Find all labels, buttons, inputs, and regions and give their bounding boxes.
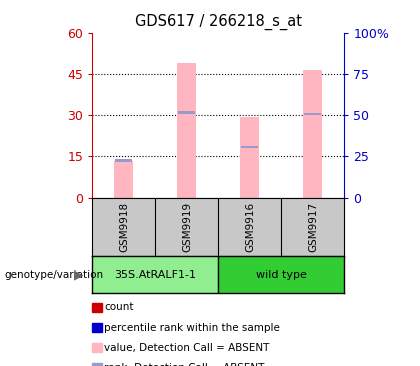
Text: count: count <box>104 302 134 313</box>
Text: 35S.AtRALF1-1: 35S.AtRALF1-1 <box>114 269 197 280</box>
Text: rank, Detection Call = ABSENT: rank, Detection Call = ABSENT <box>104 363 265 366</box>
Text: wild type: wild type <box>256 269 307 280</box>
Bar <box>304 113 321 115</box>
Bar <box>218 256 344 293</box>
Bar <box>114 161 134 198</box>
Bar <box>178 63 197 198</box>
Text: ▶: ▶ <box>74 268 84 281</box>
Text: genotype/variation: genotype/variation <box>4 269 103 280</box>
Text: GSM9916: GSM9916 <box>245 202 255 252</box>
Title: GDS617 / 266218_s_at: GDS617 / 266218_s_at <box>135 14 302 30</box>
Text: GSM9918: GSM9918 <box>119 202 129 252</box>
Text: GSM9917: GSM9917 <box>308 202 318 252</box>
Bar <box>241 146 258 148</box>
Bar <box>178 111 195 114</box>
Bar <box>241 117 260 198</box>
Text: value, Detection Call = ABSENT: value, Detection Call = ABSENT <box>104 343 270 353</box>
Bar <box>304 70 323 198</box>
Text: percentile rank within the sample: percentile rank within the sample <box>104 322 280 333</box>
Text: GSM9919: GSM9919 <box>182 202 192 252</box>
Bar <box>92 256 218 293</box>
Bar <box>116 159 132 162</box>
